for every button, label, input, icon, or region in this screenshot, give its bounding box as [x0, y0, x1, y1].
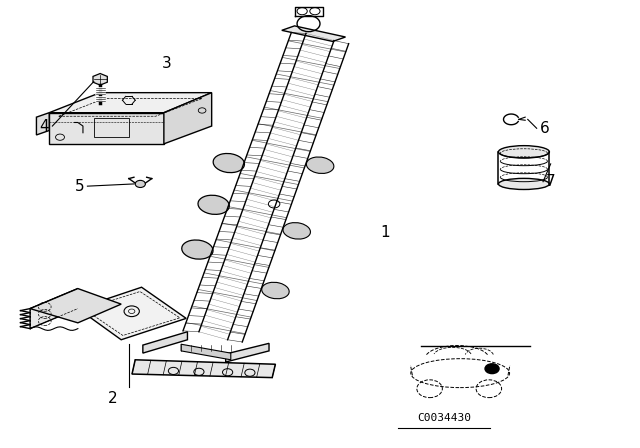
Ellipse shape [262, 282, 289, 299]
Ellipse shape [182, 240, 213, 259]
Text: 4: 4 [40, 119, 49, 134]
Polygon shape [30, 289, 78, 329]
Text: 6: 6 [540, 121, 550, 136]
Text: 7: 7 [546, 174, 556, 189]
Polygon shape [282, 26, 346, 42]
Polygon shape [30, 289, 121, 323]
Circle shape [135, 181, 145, 188]
Polygon shape [132, 360, 275, 378]
Polygon shape [36, 113, 49, 135]
Ellipse shape [198, 195, 229, 215]
Text: 5: 5 [75, 179, 84, 194]
Ellipse shape [307, 157, 334, 173]
Ellipse shape [499, 146, 549, 158]
Ellipse shape [213, 154, 244, 172]
Circle shape [485, 364, 499, 374]
Polygon shape [181, 344, 231, 360]
Bar [94, 118, 129, 137]
Polygon shape [49, 113, 164, 144]
Polygon shape [49, 93, 212, 113]
Text: 1: 1 [381, 225, 390, 241]
Ellipse shape [499, 178, 549, 190]
Ellipse shape [283, 223, 310, 239]
Text: 3: 3 [162, 56, 172, 71]
Polygon shape [93, 73, 108, 85]
Text: C0034430: C0034430 [417, 414, 471, 423]
Text: 2: 2 [108, 391, 118, 406]
Polygon shape [164, 93, 212, 144]
Polygon shape [226, 343, 269, 362]
Polygon shape [78, 287, 186, 340]
Polygon shape [143, 332, 188, 353]
